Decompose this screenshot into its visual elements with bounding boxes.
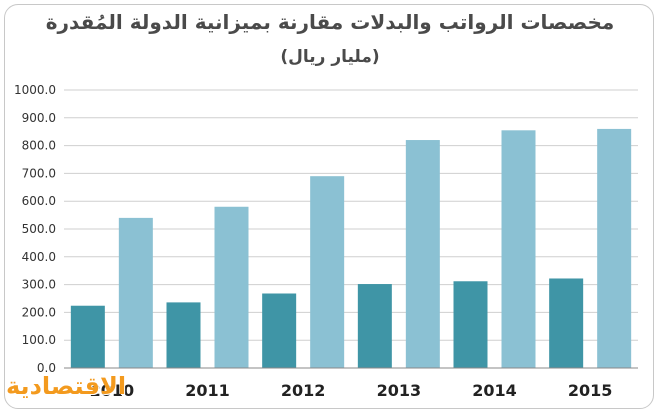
x-tick-label: 2014	[472, 381, 517, 400]
grid-lines	[64, 89, 638, 341]
chart-subtitle: (مليار ريال)	[280, 47, 380, 67]
y-tick-label: 100.0	[22, 333, 56, 347]
bar	[453, 281, 488, 368]
y-tick-label: 0.0	[37, 361, 56, 375]
y-tick-label: 600.0	[22, 194, 56, 208]
bars	[70, 128, 632, 368]
publisher-logo: الاقتصادية	[6, 372, 127, 400]
x-axis-ticks: 2010 2011 2012 2013 2014 2015	[90, 381, 613, 400]
bar	[166, 302, 201, 368]
bar	[405, 140, 440, 368]
bar	[70, 305, 105, 368]
bar	[357, 284, 392, 368]
bar	[310, 176, 345, 368]
y-tick-label: 800.0	[22, 139, 56, 153]
bar	[262, 293, 297, 368]
x-tick-label: 2010	[90, 381, 135, 400]
y-tick-label: 1000.0	[14, 83, 56, 97]
bar	[214, 206, 249, 368]
y-tick-label: 900.0	[22, 111, 56, 125]
bar	[501, 130, 536, 368]
bar	[549, 278, 584, 368]
x-tick-label: 2013	[377, 381, 422, 400]
y-tick-label: 400.0	[22, 250, 56, 264]
x-tick-label: 2011	[185, 381, 230, 400]
x-tick-label: 2015	[568, 381, 613, 400]
bar	[118, 217, 153, 368]
y-tick-label: 200.0	[22, 305, 56, 319]
y-tick-label: 700.0	[22, 166, 56, 180]
x-tick-label: 2012	[281, 381, 326, 400]
bar	[597, 128, 632, 368]
chart-title: مخصصات الرواتب والبدلات مقارنة بميزانية …	[45, 10, 615, 34]
y-axis-ticks: 0.0 100.0 200.0 300.0 400.0 500.0 600.0 700.0 80…	[14, 83, 56, 375]
y-tick-label: 500.0	[22, 222, 56, 236]
y-tick-label: 300.0	[22, 278, 56, 292]
